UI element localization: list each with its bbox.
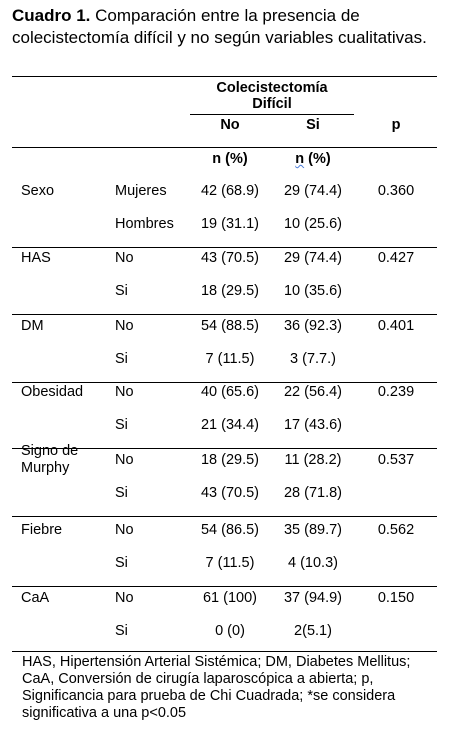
cell-no-value: 21 (34.4) <box>200 417 260 433</box>
cell-si-value: 10 (25.6) <box>283 216 343 232</box>
cell-category: Si <box>115 555 128 571</box>
cell-si-value: 28 (71.8) <box>283 485 343 501</box>
row-variable: Obesidad <box>21 384 84 400</box>
cell-no-value: 0 (0) <box>215 623 245 639</box>
cell-category: Si <box>115 623 128 639</box>
cell-category: Mujeres <box>115 183 167 199</box>
cell-p-value: 0.427 <box>377 250 415 266</box>
cell-si-value: 10 (35.6) <box>283 283 343 299</box>
cell-category: Hombres <box>115 216 174 232</box>
caption-text: Comparación entre la presencia de coleci… <box>12 6 427 47</box>
cell-category: Si <box>115 283 128 299</box>
cell-category: No <box>115 452 134 468</box>
cell-p-value: 0.537 <box>377 452 415 468</box>
cell-no-value: 18 (29.5) <box>200 452 260 468</box>
row-variable: DM <box>21 318 44 334</box>
unit-si-n: n <box>295 151 305 167</box>
group-divider <box>12 247 437 248</box>
cell-category: No <box>115 522 134 538</box>
bottom-rule <box>12 651 437 652</box>
cell-no-value: 43 (70.5) <box>200 485 260 501</box>
cell-si-value: 35 (89.7) <box>283 522 343 538</box>
cell-si-value: 36 (92.3) <box>283 318 343 334</box>
cell-p-value: 0.562 <box>377 522 415 538</box>
cell-category: Si <box>115 417 128 433</box>
cell-si-value: 2(5.1) <box>294 623 332 639</box>
cell-p-value: 0.150 <box>377 590 415 606</box>
cell-si-value: 3 (7.7.) <box>290 351 336 367</box>
col-header-si: Si <box>306 117 320 133</box>
top-rule <box>12 76 437 77</box>
cell-category: No <box>115 590 134 606</box>
cell-no-value: 42 (68.9) <box>200 183 260 199</box>
cell-no-value: 18 (29.5) <box>200 283 260 299</box>
cell-si-value: 29 (74.4) <box>283 183 343 199</box>
cell-no-value: 19 (31.1) <box>200 216 260 232</box>
row-variable: HAS <box>21 250 51 266</box>
row-variable-line2: Murphy <box>21 460 70 476</box>
cell-no-value: 7 (11.5) <box>205 555 255 571</box>
cell-no-value: 40 (65.6) <box>200 384 260 400</box>
cell-no-value: 54 (88.5) <box>200 318 260 334</box>
group-divider <box>12 314 437 315</box>
caption-prefix: Cuadro 1. <box>12 6 91 25</box>
cell-si-value: 17 (43.6) <box>283 417 343 433</box>
group-divider <box>12 382 437 383</box>
cell-category: Si <box>115 351 128 367</box>
cell-category: No <box>115 250 134 266</box>
cell-si-value: 37 (94.9) <box>283 590 343 606</box>
unit-si-rest: (%) <box>304 151 331 167</box>
cell-category: Si <box>115 485 128 501</box>
cell-si-value: 22 (56.4) <box>283 384 343 400</box>
group-rule <box>190 114 354 115</box>
table-caption: Cuadro 1. Comparación entre la presencia… <box>12 5 432 49</box>
group-title-line2: Difícil <box>252 96 292 112</box>
cell-p-value: 0.239 <box>377 384 415 400</box>
cell-no-value: 43 (70.5) <box>200 250 260 266</box>
row-variable-line1: Signo de <box>21 443 79 459</box>
cell-si-value: 11 (28.2) <box>284 452 342 468</box>
cell-si-value: 29 (74.4) <box>283 250 343 266</box>
cell-si-value: 4 (10.3) <box>288 555 338 571</box>
row-variable: Sexo <box>21 183 55 199</box>
row-variable: Fiebre <box>21 522 63 538</box>
cell-no-value: 54 (86.5) <box>200 522 260 538</box>
unit-no: n (%) <box>212 151 248 167</box>
cell-category: No <box>115 318 134 334</box>
cell-no-value: 7 (11.5) <box>205 351 255 367</box>
header-rule <box>12 147 437 148</box>
col-header-p: p <box>391 117 401 133</box>
group-divider <box>12 516 437 517</box>
group-divider <box>12 448 437 449</box>
group-divider <box>12 586 437 587</box>
group-title-line1: Colecistectomía <box>216 80 328 96</box>
cell-category: No <box>115 384 134 400</box>
row-variable: CaA <box>21 590 50 606</box>
col-header-no: No <box>220 117 240 133</box>
unit-si: n (%) <box>272 151 354 168</box>
cell-no-value: 61 (100) <box>202 590 257 606</box>
table-footnote: HAS, Hipertensión Arterial Sistémica; DM… <box>22 654 411 721</box>
cell-p-value: 0.401 <box>377 318 415 334</box>
cell-p-value: 0.360 <box>377 183 415 199</box>
